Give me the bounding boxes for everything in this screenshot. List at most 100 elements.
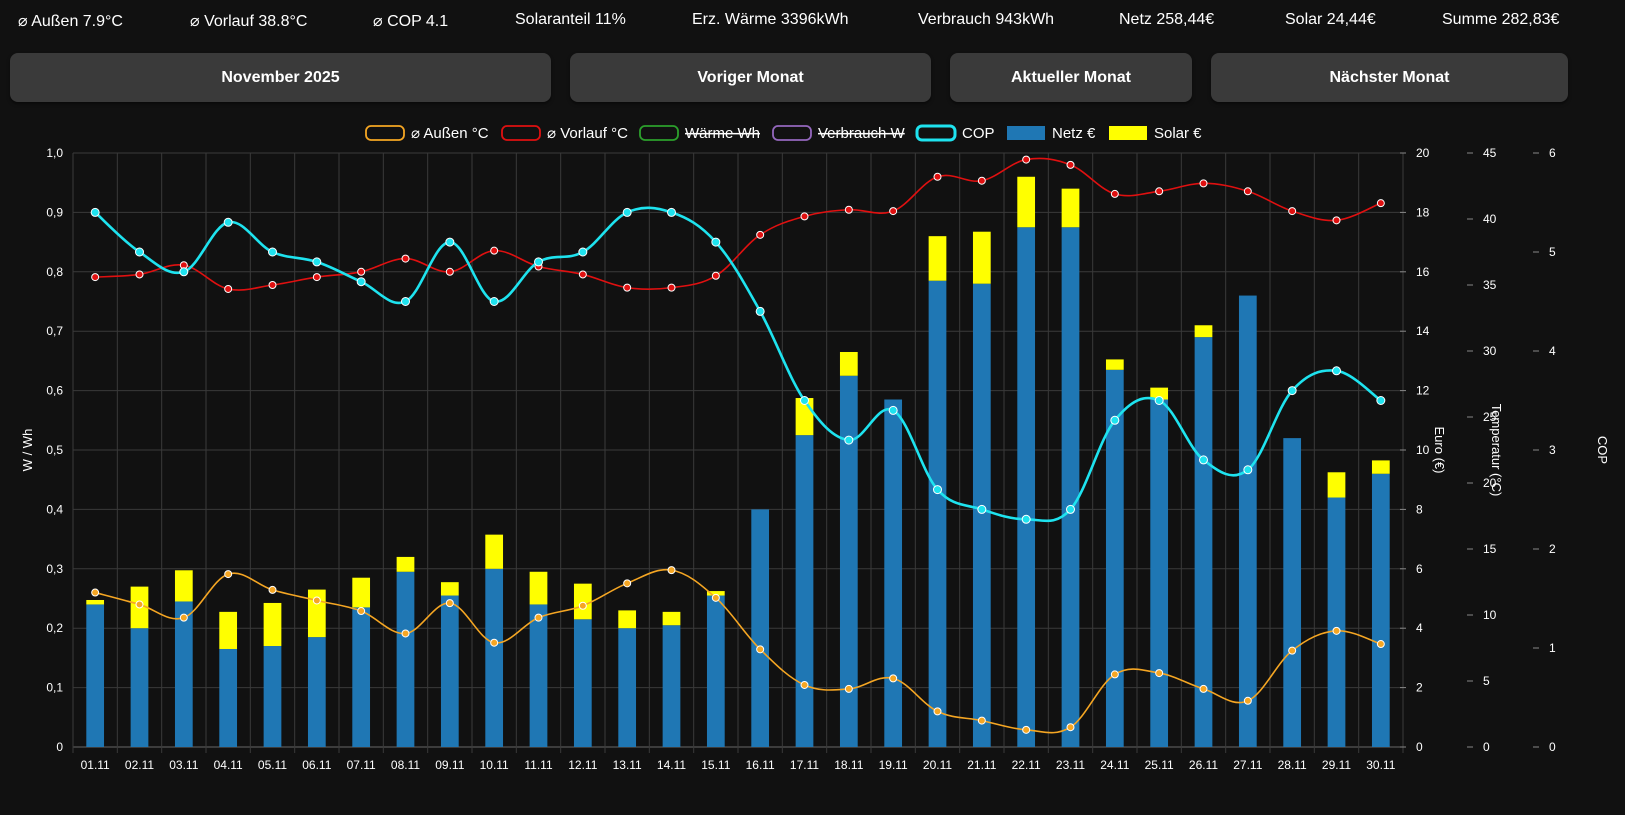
cop-point (179, 267, 189, 277)
flow-temp-point (268, 281, 277, 289)
y-left-tick-label: 0,4 (46, 502, 63, 516)
solar-bar (706, 591, 725, 596)
netz-bar (706, 595, 725, 747)
cop-point (933, 485, 942, 495)
cop-point (135, 247, 144, 257)
y-euro-axis-tick-label: 12 (1416, 384, 1430, 398)
cop-point (223, 217, 233, 227)
x-tick-label: 06.11 (302, 758, 331, 772)
legend-swatch (772, 125, 812, 141)
cop-point (1021, 514, 1031, 524)
outdoor-temp-point (135, 600, 144, 609)
netz-bar (86, 604, 105, 747)
cop-point (844, 435, 854, 445)
netz-bar (396, 571, 415, 747)
flow-temp-point (135, 270, 144, 279)
y-cop-axis-title: COP (1595, 436, 1610, 464)
netz-bar (839, 375, 858, 747)
netz-bar (485, 568, 504, 747)
outdoor-temp-point (490, 638, 499, 647)
flow-temp-point (1110, 189, 1119, 198)
netz-bar (928, 280, 947, 747)
solar-bar (1371, 460, 1390, 474)
solar-bar (1105, 359, 1124, 370)
solar-bar (352, 577, 371, 608)
y-euro-axis-tick-label: 20 (1416, 146, 1430, 160)
x-tick-label: 20.11 (923, 758, 952, 772)
cop-point (445, 237, 455, 247)
month-select-button[interactable]: November 2025 (10, 53, 551, 102)
y-left-tick-label: 0 (56, 740, 63, 754)
netz-bar (440, 595, 459, 747)
netz-bar (307, 637, 326, 747)
outdoor-temp-point (1332, 626, 1341, 635)
cop-point (1243, 465, 1253, 475)
flow-temp-point (445, 267, 454, 276)
y-temp-axis-tick-label: 35 (1483, 278, 1497, 292)
legend-item: Wärme Wh (639, 125, 760, 142)
cop-point (1199, 455, 1208, 465)
y-cop-axis-tick-label: 6 (1549, 146, 1556, 160)
flow-temp-point (1243, 187, 1252, 196)
legend-item: Solar € (1109, 125, 1202, 142)
x-tick-label: 26.11 (1189, 758, 1218, 772)
flow-temp-point (490, 246, 499, 255)
y-temp-axis-tick-label: 15 (1483, 542, 1497, 556)
x-tick-label: 27.11 (1233, 758, 1262, 772)
y-temp-axis-tick-label: 40 (1483, 212, 1497, 226)
flow-temp-point (224, 284, 233, 293)
legend-label: ⌀ Vorlauf °C (547, 125, 628, 142)
x-tick-label: 25.11 (1145, 758, 1174, 772)
y-temp-axis-tick-label: 45 (1483, 146, 1497, 160)
netz-bar (174, 601, 193, 747)
y-cop-axis-tick-label: 3 (1549, 443, 1556, 457)
x-tick-label: 21.11 (967, 758, 996, 772)
netz-bar (130, 628, 149, 747)
outdoor-temp-point (401, 629, 410, 638)
outdoor-temp-point (1066, 723, 1075, 732)
y-left-tick-label: 0,1 (46, 681, 63, 695)
x-tick-label: 24.11 (1100, 758, 1129, 772)
y-cop-axis-tick-label: 2 (1549, 542, 1556, 556)
cop-point (888, 405, 898, 415)
netz-bar (1150, 399, 1169, 747)
outdoor-temp-point (1376, 640, 1385, 649)
legend-label: Wärme Wh (685, 125, 760, 142)
previous-month-button[interactable]: Voriger Monat (570, 53, 931, 102)
outdoor-temp-point (357, 607, 366, 616)
outdoor-temp-point (224, 570, 233, 579)
solar-bar (174, 570, 193, 602)
netz-bar (751, 509, 770, 747)
legend-swatch (501, 125, 541, 141)
y-temp-axis-tick-label: 10 (1483, 608, 1497, 622)
solar-bar (529, 571, 548, 605)
next-month-button[interactable]: Nächster Monat (1211, 53, 1568, 102)
flow-temp-point (667, 283, 676, 292)
outdoor-temp-point (800, 680, 809, 689)
outdoor-temp-point (889, 674, 898, 683)
flow-temp-point (800, 212, 809, 221)
stat-solar-share: Solaranteil 11% (515, 11, 626, 28)
solar-bar (219, 611, 238, 649)
x-tick-label: 28.11 (1278, 758, 1307, 772)
flow-temp-point (1199, 179, 1208, 188)
outdoor-temp-point (1110, 670, 1119, 679)
legend-label: Verbrauch W (818, 125, 906, 142)
y-left-tick-label: 0,2 (46, 621, 63, 635)
cop-point (489, 297, 499, 306)
flow-temp-point (1066, 160, 1075, 169)
flow-temp-point (977, 176, 986, 185)
netz-bar (1017, 227, 1036, 747)
netz-bar (1061, 227, 1080, 747)
outdoor-temp-point (91, 588, 100, 597)
legend-label: COP (962, 125, 995, 142)
x-tick-label: 16.11 (746, 758, 775, 772)
current-month-button[interactable]: Aktueller Monat (950, 53, 1192, 102)
x-tick-label: 30.11 (1366, 758, 1395, 772)
cop-point (977, 504, 987, 514)
cop-point (1287, 386, 1297, 396)
netz-bar (219, 648, 238, 747)
stat-cop: ⌀ COP 4.1 (373, 13, 449, 30)
solar-bar (263, 602, 282, 647)
solar-bar (86, 599, 105, 605)
